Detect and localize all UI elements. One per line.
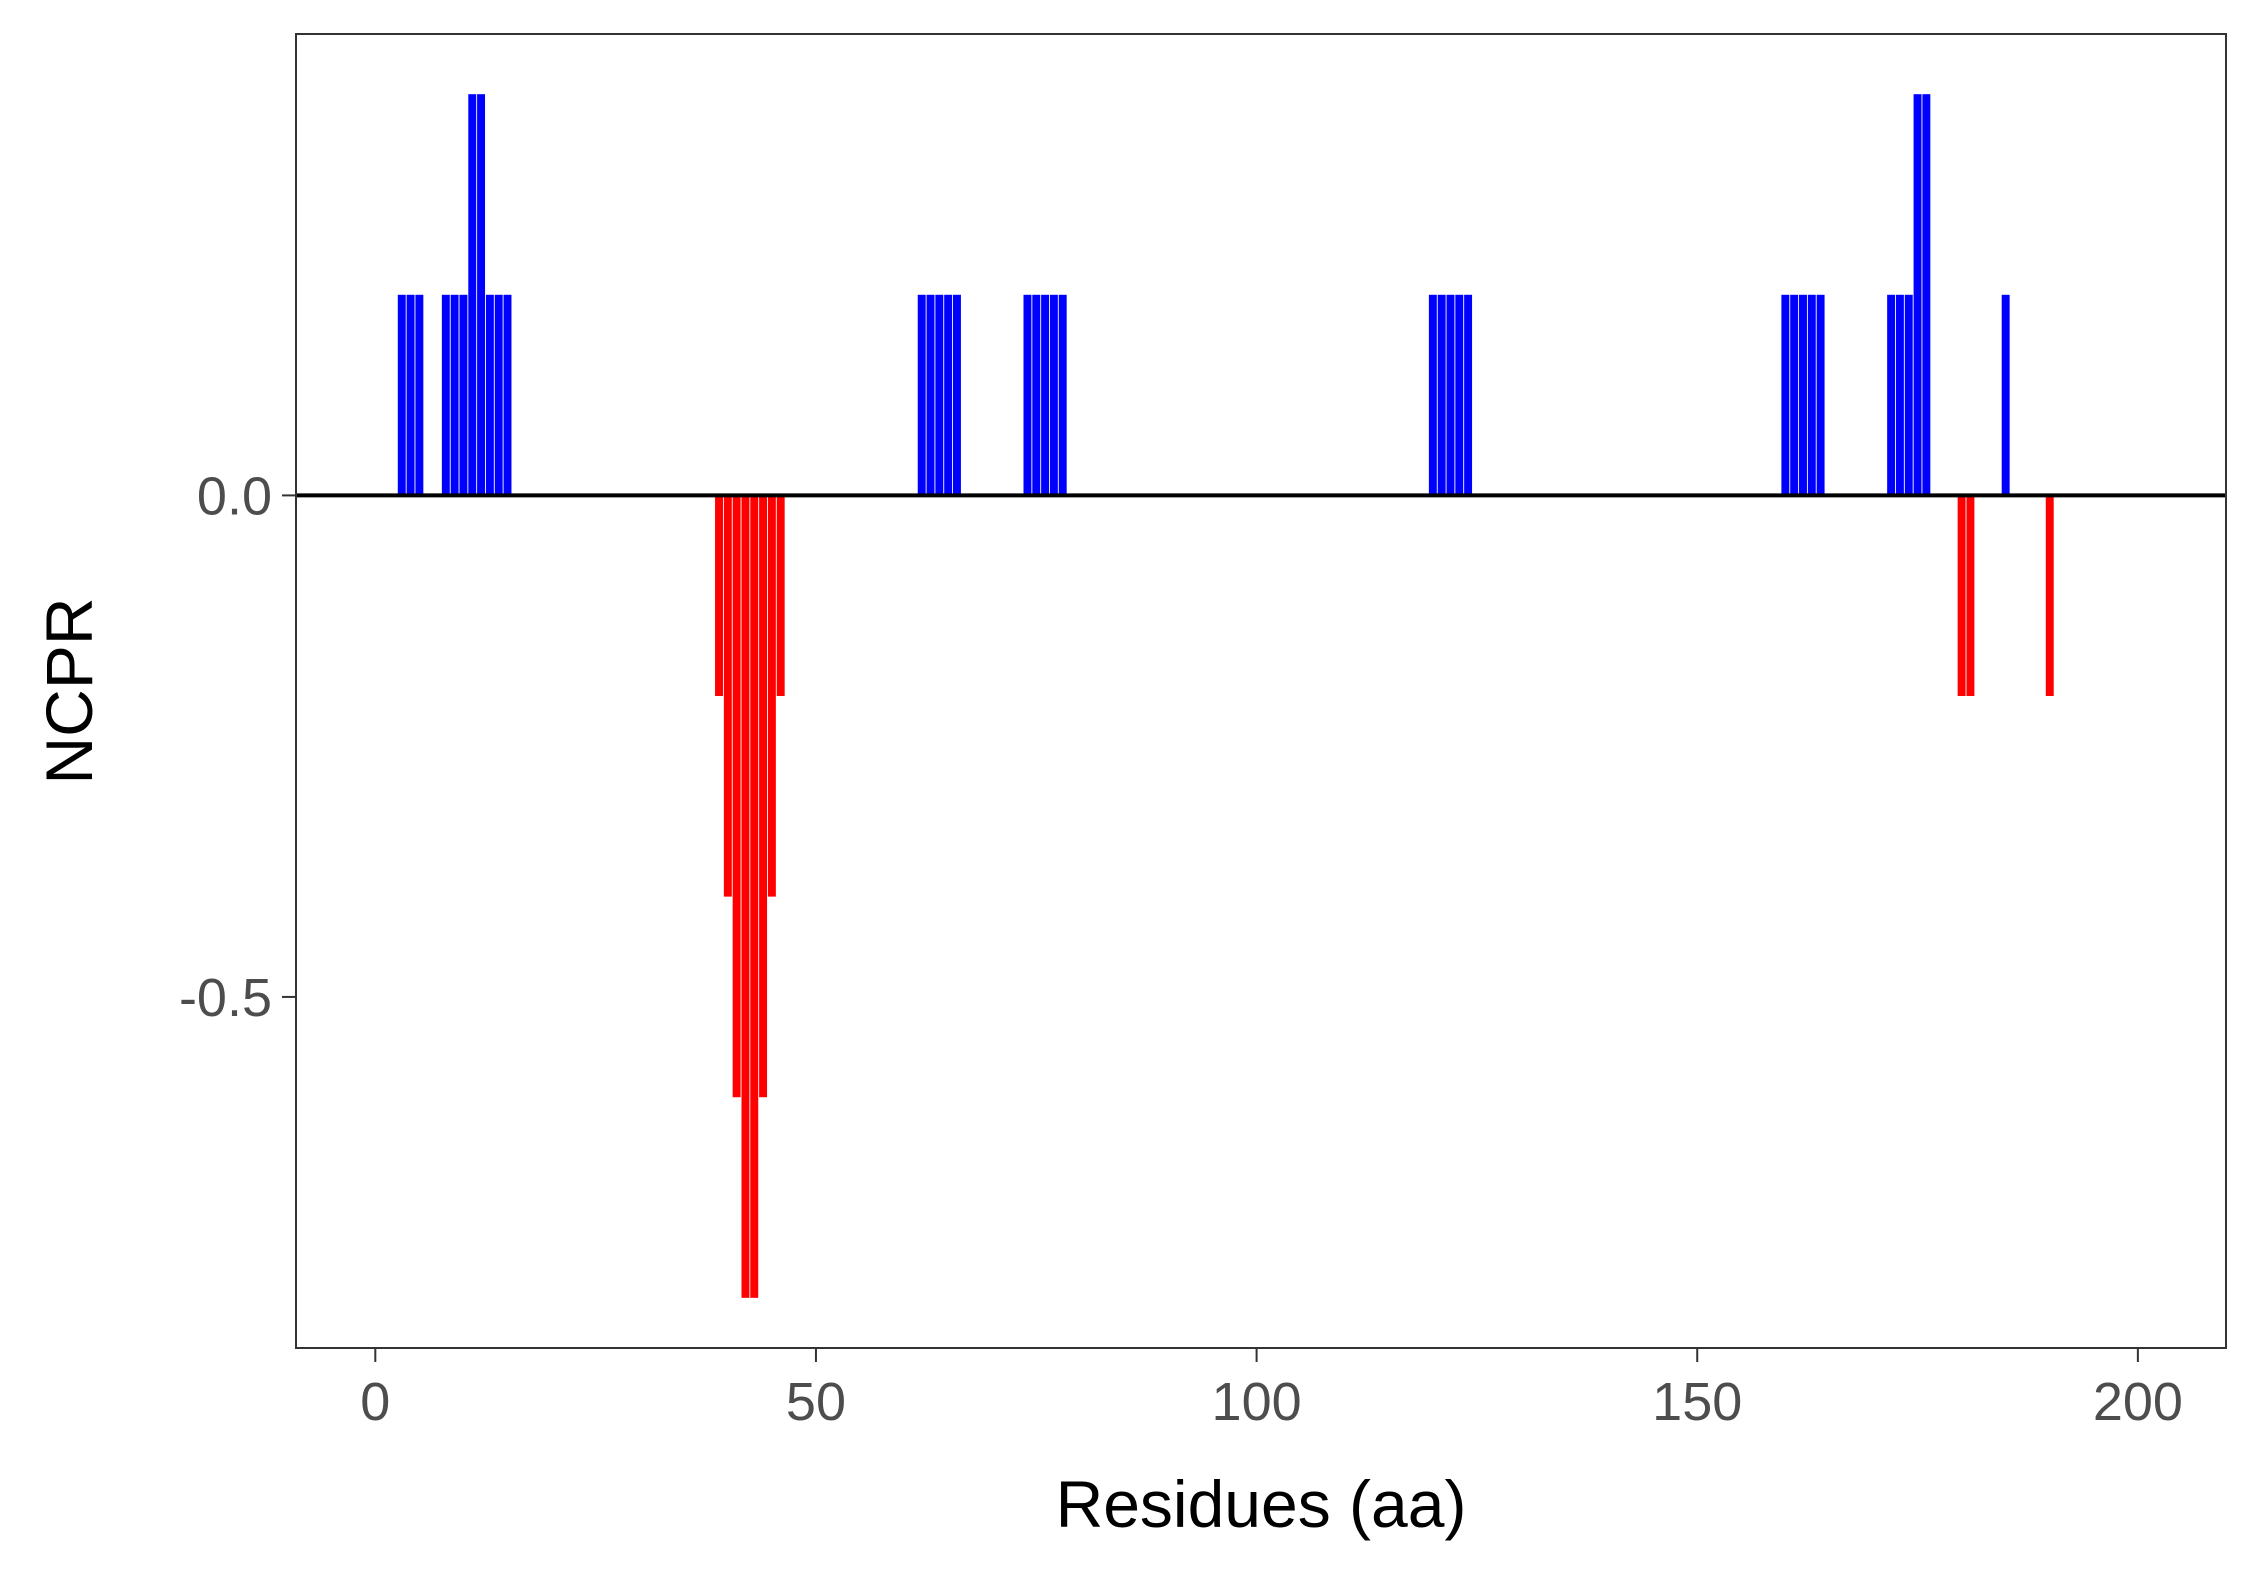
bar-161 (1790, 294, 1799, 496)
bar-78 (1058, 294, 1067, 496)
bar-63 (926, 294, 935, 496)
bar-164 (1816, 294, 1825, 496)
bar-75 (1032, 294, 1041, 496)
bar-3 (397, 294, 406, 496)
bar-45 (767, 495, 776, 897)
bar-46 (776, 495, 785, 697)
bar-39 (715, 495, 723, 697)
x-axis: 0 50 100 150 200 (360, 1348, 2183, 1432)
bar-42 (741, 495, 750, 1298)
bar-160 (1781, 294, 1790, 496)
bar-162 (1799, 294, 1807, 496)
bar-185 (2001, 294, 2010, 496)
bar-5 (415, 294, 424, 496)
bar-62 (917, 294, 926, 496)
bar-64 (935, 294, 944, 496)
x-tick-label-100: 100 (1212, 1372, 1302, 1432)
plot-panel-border (295, 33, 2227, 1349)
bar-44 (759, 495, 768, 1098)
x-axis-title: Residues (aa) (1056, 1467, 1467, 1541)
bar-10 (459, 294, 468, 496)
bar-11 (468, 94, 477, 496)
y-tick-label-1: -0.5 (179, 968, 272, 1028)
bar-124 (1464, 294, 1473, 496)
x-tick-label-150: 150 (1652, 1372, 1742, 1432)
y-axis-title: NCPR (32, 597, 106, 784)
bar-163 (1807, 294, 1816, 496)
bar-12 (477, 94, 486, 496)
y-axis: 0.0 -0.5 (179, 466, 296, 1028)
bar-122 (1446, 294, 1455, 496)
bar-65 (944, 294, 953, 496)
bar-121 (1437, 294, 1446, 496)
bar-9 (450, 294, 459, 496)
bar-76 (1041, 294, 1050, 496)
bar-176 (1922, 94, 1931, 496)
bar-181 (1966, 495, 1975, 697)
bar-40 (723, 495, 732, 897)
bar-41 (732, 495, 741, 1098)
bar-13 (485, 294, 494, 496)
bar-15 (503, 294, 512, 496)
bar-77 (1049, 294, 1058, 496)
bar-8 (441, 294, 450, 496)
bar-14 (494, 294, 503, 496)
bar-43 (750, 495, 759, 1298)
bar-66 (952, 294, 961, 496)
bar-123 (1455, 294, 1464, 496)
bar-74 (1023, 294, 1032, 496)
bars-group (397, 94, 2054, 1298)
bar-4 (406, 294, 415, 496)
bar-173 (1895, 294, 1904, 496)
bar-190 (2045, 495, 2054, 697)
y-tick-label-0: 0.0 (197, 466, 272, 526)
bar-172 (1887, 294, 1896, 496)
bar-180 (1957, 495, 1966, 697)
x-tick-label-200: 200 (2093, 1372, 2183, 1432)
bar-175 (1913, 94, 1922, 496)
bar-174 (1904, 294, 1913, 496)
x-tick-label-50: 50 (786, 1372, 846, 1432)
x-tick-label-0: 0 (360, 1372, 390, 1432)
bar-120 (1428, 294, 1437, 496)
